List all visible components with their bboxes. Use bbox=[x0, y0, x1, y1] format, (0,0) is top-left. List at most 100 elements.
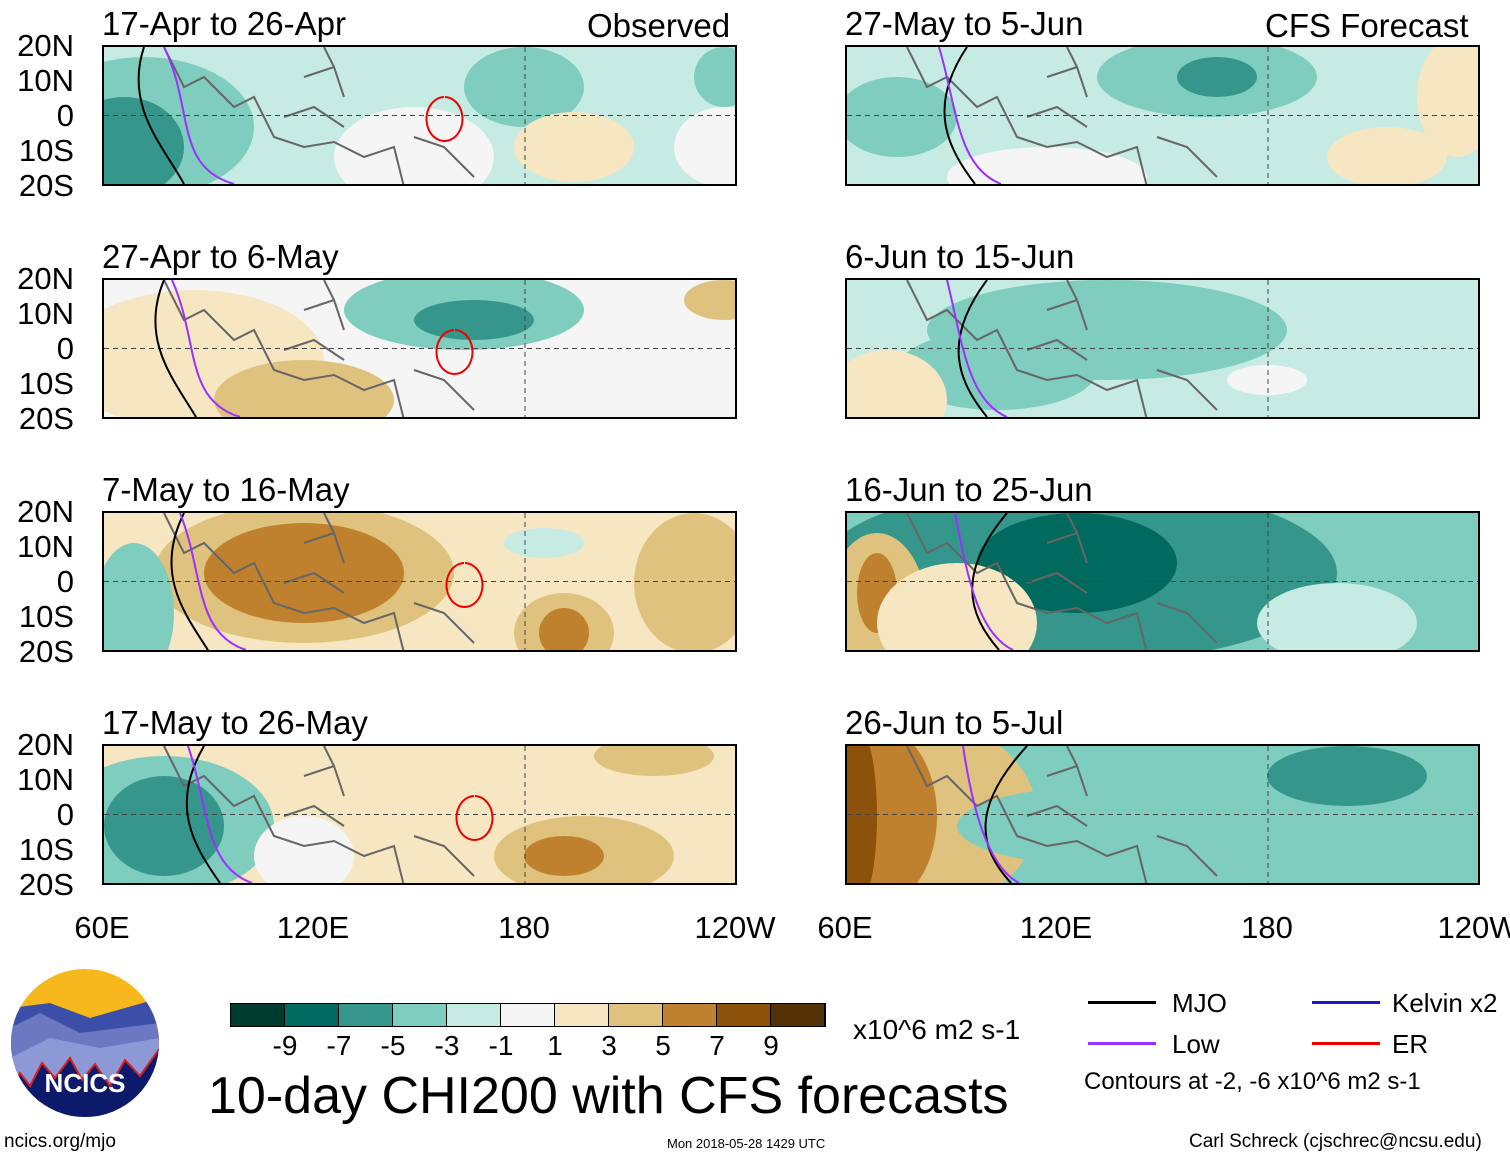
shading-region bbox=[594, 746, 714, 776]
mjo-contour bbox=[170, 513, 209, 650]
shading-region bbox=[694, 47, 735, 107]
logo-text: NCICS bbox=[45, 1068, 126, 1098]
shading-region bbox=[977, 513, 1177, 613]
lat-label: 20S bbox=[18, 867, 74, 902]
shading-region bbox=[947, 147, 1147, 184]
coastline bbox=[906, 47, 1218, 184]
panel-title: 16-Jun to 25-Jun bbox=[845, 471, 1093, 508]
map-panel-forecast bbox=[845, 511, 1480, 652]
contours-note: Contours at -2, -6 x10^6 m2 s-1 bbox=[1084, 1068, 1421, 1095]
colorbar-swatch bbox=[339, 1004, 393, 1026]
map-panel-forecast bbox=[845, 45, 1480, 186]
panel-title: 17-Apr to 26-Apr bbox=[102, 5, 346, 42]
colorbar-swatch bbox=[231, 1004, 285, 1026]
panel-title: 7-May to 16-May bbox=[102, 471, 350, 508]
shading-region bbox=[1417, 47, 1478, 157]
colorbar bbox=[230, 1003, 826, 1027]
lat-label: 20S bbox=[18, 634, 74, 669]
legend-er-line bbox=[1312, 1042, 1380, 1045]
shading-region bbox=[204, 523, 404, 623]
lat-label: 20S bbox=[18, 401, 74, 436]
shading-region bbox=[1257, 583, 1417, 650]
colorbar-tick-label: 3 bbox=[601, 1030, 617, 1061]
shading-region bbox=[104, 776, 224, 876]
er-contour bbox=[435, 329, 474, 375]
legend-mjo-line bbox=[1088, 1001, 1156, 1004]
lon-label: 60E bbox=[74, 910, 130, 945]
colorbar-swatch bbox=[285, 1004, 339, 1026]
lat-label: 0 bbox=[56, 797, 74, 832]
shading-region bbox=[1227, 365, 1307, 395]
coastline bbox=[163, 513, 475, 650]
coastline bbox=[163, 746, 475, 883]
lon-label: 180 bbox=[1241, 910, 1293, 945]
lon-label: 120W bbox=[1437, 910, 1510, 945]
lat-label: 20S bbox=[18, 168, 74, 203]
mjo-contour bbox=[137, 47, 185, 184]
mjo-contour bbox=[943, 47, 976, 184]
coastline bbox=[906, 513, 1218, 650]
er-contour bbox=[425, 96, 464, 142]
map-panel-observed bbox=[102, 45, 737, 186]
colorbar-swatch bbox=[501, 1004, 555, 1026]
lat-label: 10S bbox=[18, 366, 74, 401]
legend-mjo-label: MJO bbox=[1172, 988, 1227, 1018]
low-contour bbox=[954, 513, 1014, 650]
low-contour bbox=[962, 746, 1020, 883]
shading-region bbox=[514, 112, 634, 182]
coastline bbox=[163, 280, 475, 417]
shading-region bbox=[104, 97, 184, 184]
er-contour bbox=[445, 562, 484, 608]
shading-region bbox=[539, 608, 589, 650]
lat-label: 0 bbox=[56, 98, 74, 133]
shading-region bbox=[877, 563, 1037, 650]
ncics-logo: NCICS bbox=[11, 969, 159, 1117]
lat-label: 0 bbox=[56, 564, 74, 599]
footer-author: Carl Schreck (cjschrec@ncsu.edu) bbox=[1189, 1131, 1482, 1152]
shading-region bbox=[847, 77, 957, 157]
legend-er-label: ER bbox=[1392, 1029, 1429, 1059]
colorbar-tick-label: -7 bbox=[326, 1030, 352, 1061]
lat-label: 0 bbox=[56, 331, 74, 366]
low-contour bbox=[163, 47, 235, 184]
shading-region bbox=[564, 320, 735, 417]
map-panel-observed bbox=[102, 278, 737, 419]
colorbar-tick-label: -5 bbox=[380, 1030, 406, 1061]
shading-region bbox=[847, 350, 947, 417]
lat-label: 20N bbox=[17, 727, 74, 762]
colorbar-swatch bbox=[771, 1004, 825, 1026]
colorbar-units: x10^6 m2 s-1 bbox=[853, 1014, 1021, 1045]
shading-region bbox=[214, 360, 394, 417]
map-panel-observed bbox=[102, 511, 737, 652]
lon-label: 120E bbox=[1019, 910, 1093, 945]
panel-title: 6-Jun to 15-Jun bbox=[845, 238, 1075, 275]
low-contour bbox=[946, 280, 1008, 417]
footer-url[interactable]: ncics.org/mjo bbox=[4, 1131, 116, 1152]
lat-label: 10N bbox=[17, 63, 74, 98]
lon-label: 120E bbox=[276, 910, 350, 945]
mjo-contour bbox=[957, 280, 988, 417]
coastline bbox=[906, 280, 1218, 417]
colorbar-tick-label: 9 bbox=[763, 1030, 779, 1061]
colorbar-tick-label: 5 bbox=[655, 1030, 671, 1061]
mjo-contour bbox=[154, 280, 197, 417]
colorbar-tick-label: -9 bbox=[272, 1030, 298, 1061]
legend-low-line bbox=[1088, 1042, 1156, 1045]
legend-kelvin-line bbox=[1312, 1001, 1380, 1004]
forecast-label: CFS Forecast bbox=[1265, 7, 1469, 44]
shading-region bbox=[684, 280, 735, 320]
panel-title: 17-May to 26-May bbox=[102, 704, 368, 741]
colorbar-swatch bbox=[447, 1004, 501, 1026]
shading-region bbox=[847, 746, 877, 883]
shading-region bbox=[957, 786, 1257, 866]
lon-label: 60E bbox=[817, 910, 873, 945]
lat-label: 10S bbox=[18, 599, 74, 634]
shading-region bbox=[1177, 57, 1257, 97]
observed-label: Observed bbox=[587, 7, 731, 44]
shading-region bbox=[254, 816, 354, 883]
lon-label: 120W bbox=[694, 910, 776, 945]
shading-region bbox=[897, 330, 1097, 410]
colorbar-tick-label: 7 bbox=[709, 1030, 725, 1061]
low-contour bbox=[171, 280, 241, 417]
